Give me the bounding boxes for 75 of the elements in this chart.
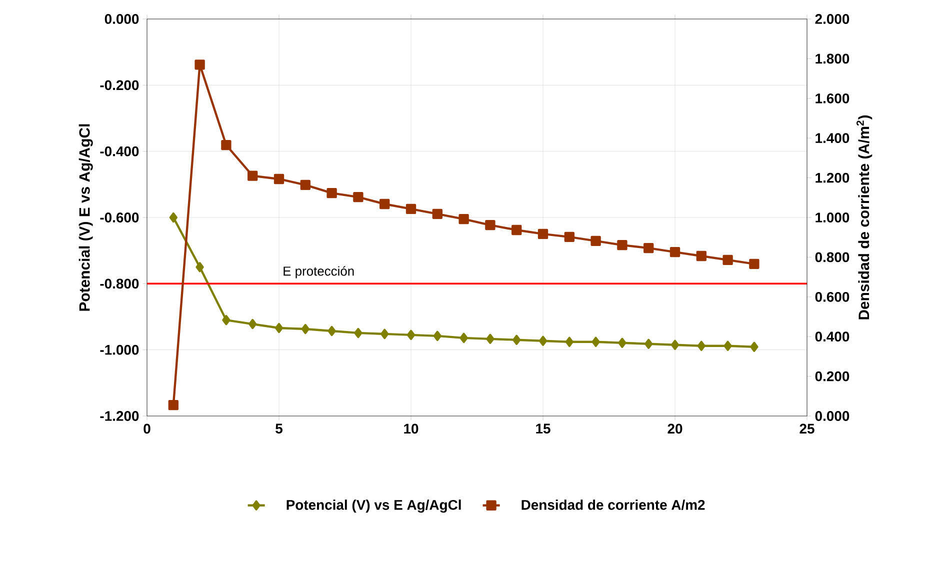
ref-line-label: E protección (284, 266, 354, 278)
point (328, 326, 336, 336)
point (353, 192, 364, 202)
y2-tick-label: 1.200 (816, 172, 850, 183)
y-tick-label: -0.200 (100, 80, 139, 90)
y2-tick-label: 0.000 (815, 411, 850, 421)
point (274, 322, 284, 334)
point (169, 212, 178, 223)
y2-tick-label: 0.400 (815, 332, 850, 342)
y-tick-label: -0.400 (100, 146, 139, 156)
point (590, 236, 601, 246)
point (406, 204, 416, 214)
point (538, 336, 548, 346)
x-tick-label: 25 (800, 424, 814, 434)
point (354, 328, 362, 338)
y-tick-label: -1.000 (100, 344, 139, 355)
y2-tick-label: 0.600 (815, 292, 850, 302)
point (458, 214, 469, 224)
x-tick-label: 5 (276, 424, 282, 434)
point (618, 338, 626, 348)
y-axis-title: Potencial (V) E vs Ag/AgCl (78, 124, 93, 311)
y2-tick-label: 1.600 (816, 93, 850, 104)
y2-tick-label: 2.000 (815, 14, 850, 24)
point (432, 208, 442, 220)
point (485, 220, 496, 230)
point (222, 314, 230, 326)
point (724, 340, 732, 351)
point (248, 170, 258, 181)
x-tick-label: 0 (144, 424, 150, 434)
point (592, 336, 600, 347)
point (433, 330, 442, 342)
point (565, 336, 574, 347)
point (326, 188, 337, 198)
y2-axis-title: Densidad de corriente (A/m$^{2}$) (856, 115, 872, 320)
point (538, 228, 548, 240)
point (722, 254, 733, 266)
point (406, 330, 416, 340)
legend-label: Densidad de corriente A/m2 (522, 500, 705, 510)
point (300, 180, 310, 190)
y2-tick-label: 1.800 (816, 54, 850, 64)
y2-tick-label: 1.000 (816, 212, 850, 222)
y-tick-label: -0.600 (100, 212, 139, 222)
point (248, 318, 257, 330)
point (749, 258, 760, 270)
point (617, 240, 628, 250)
point (512, 334, 521, 345)
point (670, 340, 680, 350)
y-tick-label: -0.800 (100, 278, 139, 289)
point (168, 400, 178, 410)
y-tick-label: -1.200 (100, 411, 139, 421)
point (380, 198, 390, 210)
point (380, 328, 389, 340)
point (670, 246, 680, 258)
point (512, 224, 522, 236)
point (196, 262, 204, 272)
point (301, 324, 310, 334)
x-tick-label: 15 (536, 424, 550, 434)
point (644, 338, 653, 349)
point (564, 232, 574, 242)
y2-tick-label: 0.200 (815, 371, 850, 382)
point (194, 60, 205, 70)
point (486, 334, 494, 344)
x-tick-label: 20 (668, 424, 682, 434)
y-tick-label: 0.000 (104, 14, 139, 24)
point (460, 332, 468, 343)
point (274, 174, 284, 184)
legend-label: Potencial (V) vs E Ag/AgCl (286, 500, 461, 513)
y2-tick-label: 0.800 (815, 252, 850, 262)
point (696, 250, 706, 262)
y2-tick-label: 1.400 (816, 133, 850, 144)
point (221, 140, 232, 150)
point (697, 340, 706, 351)
point (750, 342, 758, 352)
x-tick-label: 10 (404, 424, 418, 434)
point (644, 242, 654, 254)
